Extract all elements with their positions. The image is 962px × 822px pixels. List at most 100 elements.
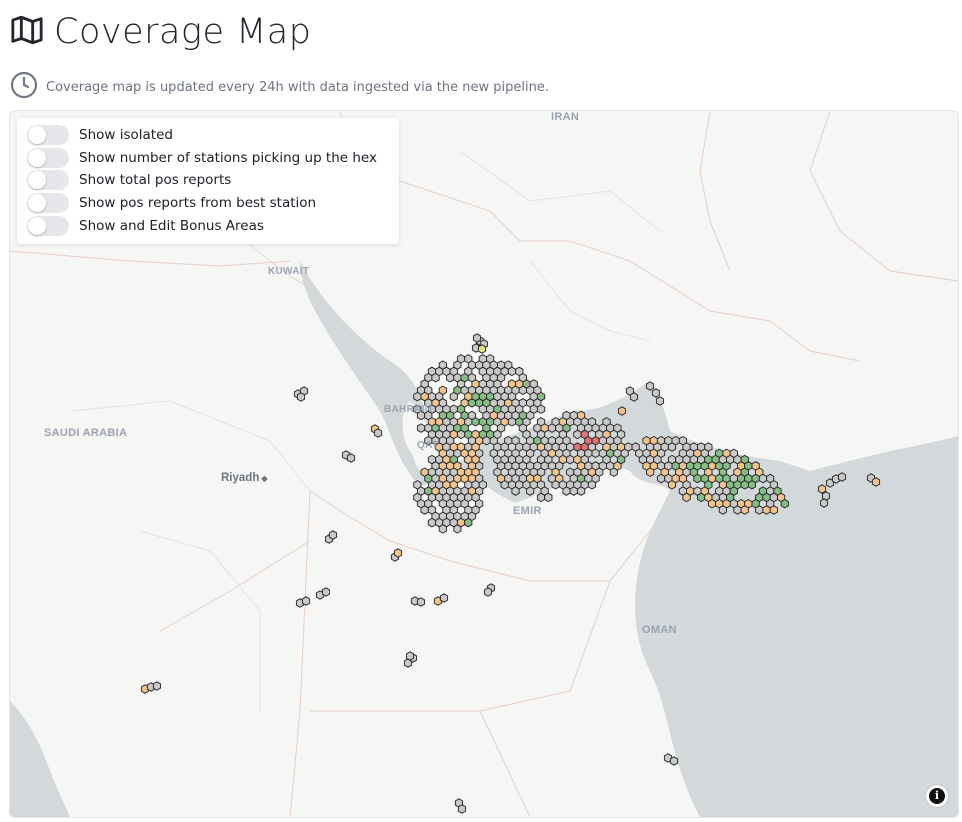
coverage-hex[interactable] <box>667 480 677 490</box>
toggle-label: Show total pos reports <box>79 172 232 189</box>
coverage-hex[interactable] <box>449 391 458 402</box>
coverage-hex[interactable] <box>536 404 546 414</box>
coverage-hex[interactable] <box>373 428 383 438</box>
coverage-hex[interactable] <box>544 492 553 503</box>
map-label-oman: OMAN <box>642 624 677 636</box>
toggle-switch[interactable] <box>27 147 69 168</box>
coverage-hex[interactable] <box>682 492 691 503</box>
coverage-hex[interactable] <box>405 651 415 661</box>
coverage-hex[interactable] <box>346 453 356 463</box>
toggle-switch[interactable] <box>27 215 69 236</box>
coverage-hex[interactable] <box>301 596 311 606</box>
coverage-hex[interactable] <box>536 492 546 503</box>
coverage-hex[interactable] <box>645 381 655 391</box>
toggle-show-total-pos-reports[interactable]: Show total pos reports <box>17 169 399 192</box>
coverage-hex[interactable] <box>817 484 827 494</box>
coverage-hex[interactable] <box>697 492 706 503</box>
coverage-hex[interactable] <box>769 505 778 515</box>
coverage-hex[interactable] <box>837 472 847 482</box>
coverage-hex[interactable] <box>482 435 491 446</box>
map-label-qatar: QAT <box>417 440 439 451</box>
coverage-hex[interactable] <box>747 480 757 490</box>
coverage-hex[interactable] <box>551 480 560 490</box>
coverage-hex[interactable] <box>416 597 426 607</box>
coverage-hex[interactable] <box>456 429 466 440</box>
coverage-hex[interactable] <box>718 505 727 515</box>
toggle-show-best-station-reports[interactable]: Show pos reports from best station <box>17 192 399 215</box>
coverage-hex[interactable] <box>296 392 306 402</box>
coverage-hex[interactable] <box>526 486 535 496</box>
toggle-switch[interactable] <box>27 170 69 191</box>
coverage-hex[interactable] <box>576 486 586 496</box>
coverage-hex[interactable] <box>328 530 338 540</box>
coverage-hex[interactable] <box>609 467 618 477</box>
toggle-switch[interactable] <box>27 125 69 146</box>
coverage-hex[interactable] <box>427 517 437 528</box>
coverage-hex[interactable] <box>446 372 455 383</box>
persian-gulf-water <box>300 261 958 817</box>
coverage-hex[interactable] <box>656 473 666 484</box>
coverage-hex[interactable] <box>416 423 426 433</box>
coverage-hex[interactable] <box>438 524 447 534</box>
coverage-hex[interactable] <box>467 398 477 408</box>
coverage-hex[interactable] <box>507 417 517 427</box>
coverage-hex[interactable] <box>547 423 557 433</box>
coverage-hex[interactable] <box>780 498 789 509</box>
coverage-hex[interactable] <box>457 804 467 814</box>
coverage-hex[interactable] <box>655 396 665 406</box>
coverage-hex[interactable] <box>464 517 473 528</box>
toggle-label: Show and Edit Bonus Areas <box>79 217 264 234</box>
coverage-hex[interactable] <box>629 392 639 402</box>
clock-icon <box>10 71 38 103</box>
map-label-kuwait: KUWAIT <box>268 266 310 277</box>
coverage-hex[interactable] <box>453 524 462 534</box>
coverage-hex[interactable] <box>740 480 749 490</box>
coverage-hex[interactable] <box>566 454 575 465</box>
coverage-hex[interactable] <box>518 385 527 396</box>
coverage-hex[interactable] <box>472 333 482 343</box>
info-button[interactable]: i <box>926 785 948 807</box>
coverage-hex[interactable] <box>420 505 429 515</box>
coverage-hex[interactable] <box>762 505 771 515</box>
coverage-hex[interactable] <box>439 593 449 603</box>
coverage-hex[interactable] <box>755 505 764 515</box>
coverage-hex[interactable] <box>431 372 440 383</box>
coverage-hex[interactable] <box>707 498 717 509</box>
coverage-hex[interactable] <box>507 366 517 377</box>
coverage-hex[interactable] <box>651 388 661 398</box>
coverage-hex[interactable] <box>413 391 422 402</box>
coverage-hex[interactable] <box>591 448 600 459</box>
coverage-hex[interactable] <box>663 753 673 763</box>
toggle-show-isolated[interactable]: Show isolated <box>17 124 399 147</box>
coverage-hex[interactable] <box>758 473 768 484</box>
coverage-hex[interactable] <box>587 480 597 490</box>
coverage-hex[interactable] <box>562 486 571 496</box>
coverage-map[interactable]: IRAN KUWAIT SAUDI ARABIA BAHRAIN QAT EMI… <box>9 110 959 818</box>
coverage-hex[interactable] <box>667 442 677 452</box>
coverage-hex[interactable] <box>871 477 881 487</box>
coverage-hex[interactable] <box>511 486 520 496</box>
toggle-show-bonus-areas[interactable]: Show and Edit Bonus Areas <box>17 214 399 237</box>
city-label-riyadh: Riyadh ◆ <box>221 472 268 484</box>
coverage-hex[interactable] <box>646 467 655 477</box>
update-notice-text: Coverage map is updated every 24h with d… <box>46 79 549 95</box>
coverage-hex[interactable] <box>321 587 331 597</box>
coverage-hex[interactable] <box>471 417 480 427</box>
coverage-hex[interactable] <box>483 587 493 597</box>
coverage-hex[interactable] <box>669 756 679 766</box>
coverage-hex[interactable] <box>733 505 742 515</box>
coverage-hex[interactable] <box>819 498 829 508</box>
coverage-hex[interactable] <box>693 473 702 484</box>
toggle-show-station-count[interactable]: Show number of stations picking up the h… <box>17 147 399 170</box>
toggle-switch[interactable] <box>27 193 69 214</box>
map-canvas[interactable] <box>10 111 958 817</box>
coverage-hex[interactable] <box>393 548 403 558</box>
coverage-hex[interactable] <box>477 344 487 354</box>
coverage-hex[interactable] <box>500 480 509 490</box>
coverage-hex[interactable] <box>573 429 582 440</box>
page-title: Coverage Map <box>54 12 312 52</box>
coverage-hex[interactable] <box>617 406 627 416</box>
coverage-hex[interactable] <box>152 681 162 691</box>
coverage-hex[interactable] <box>740 505 749 515</box>
coverage-hex[interactable] <box>569 486 578 496</box>
